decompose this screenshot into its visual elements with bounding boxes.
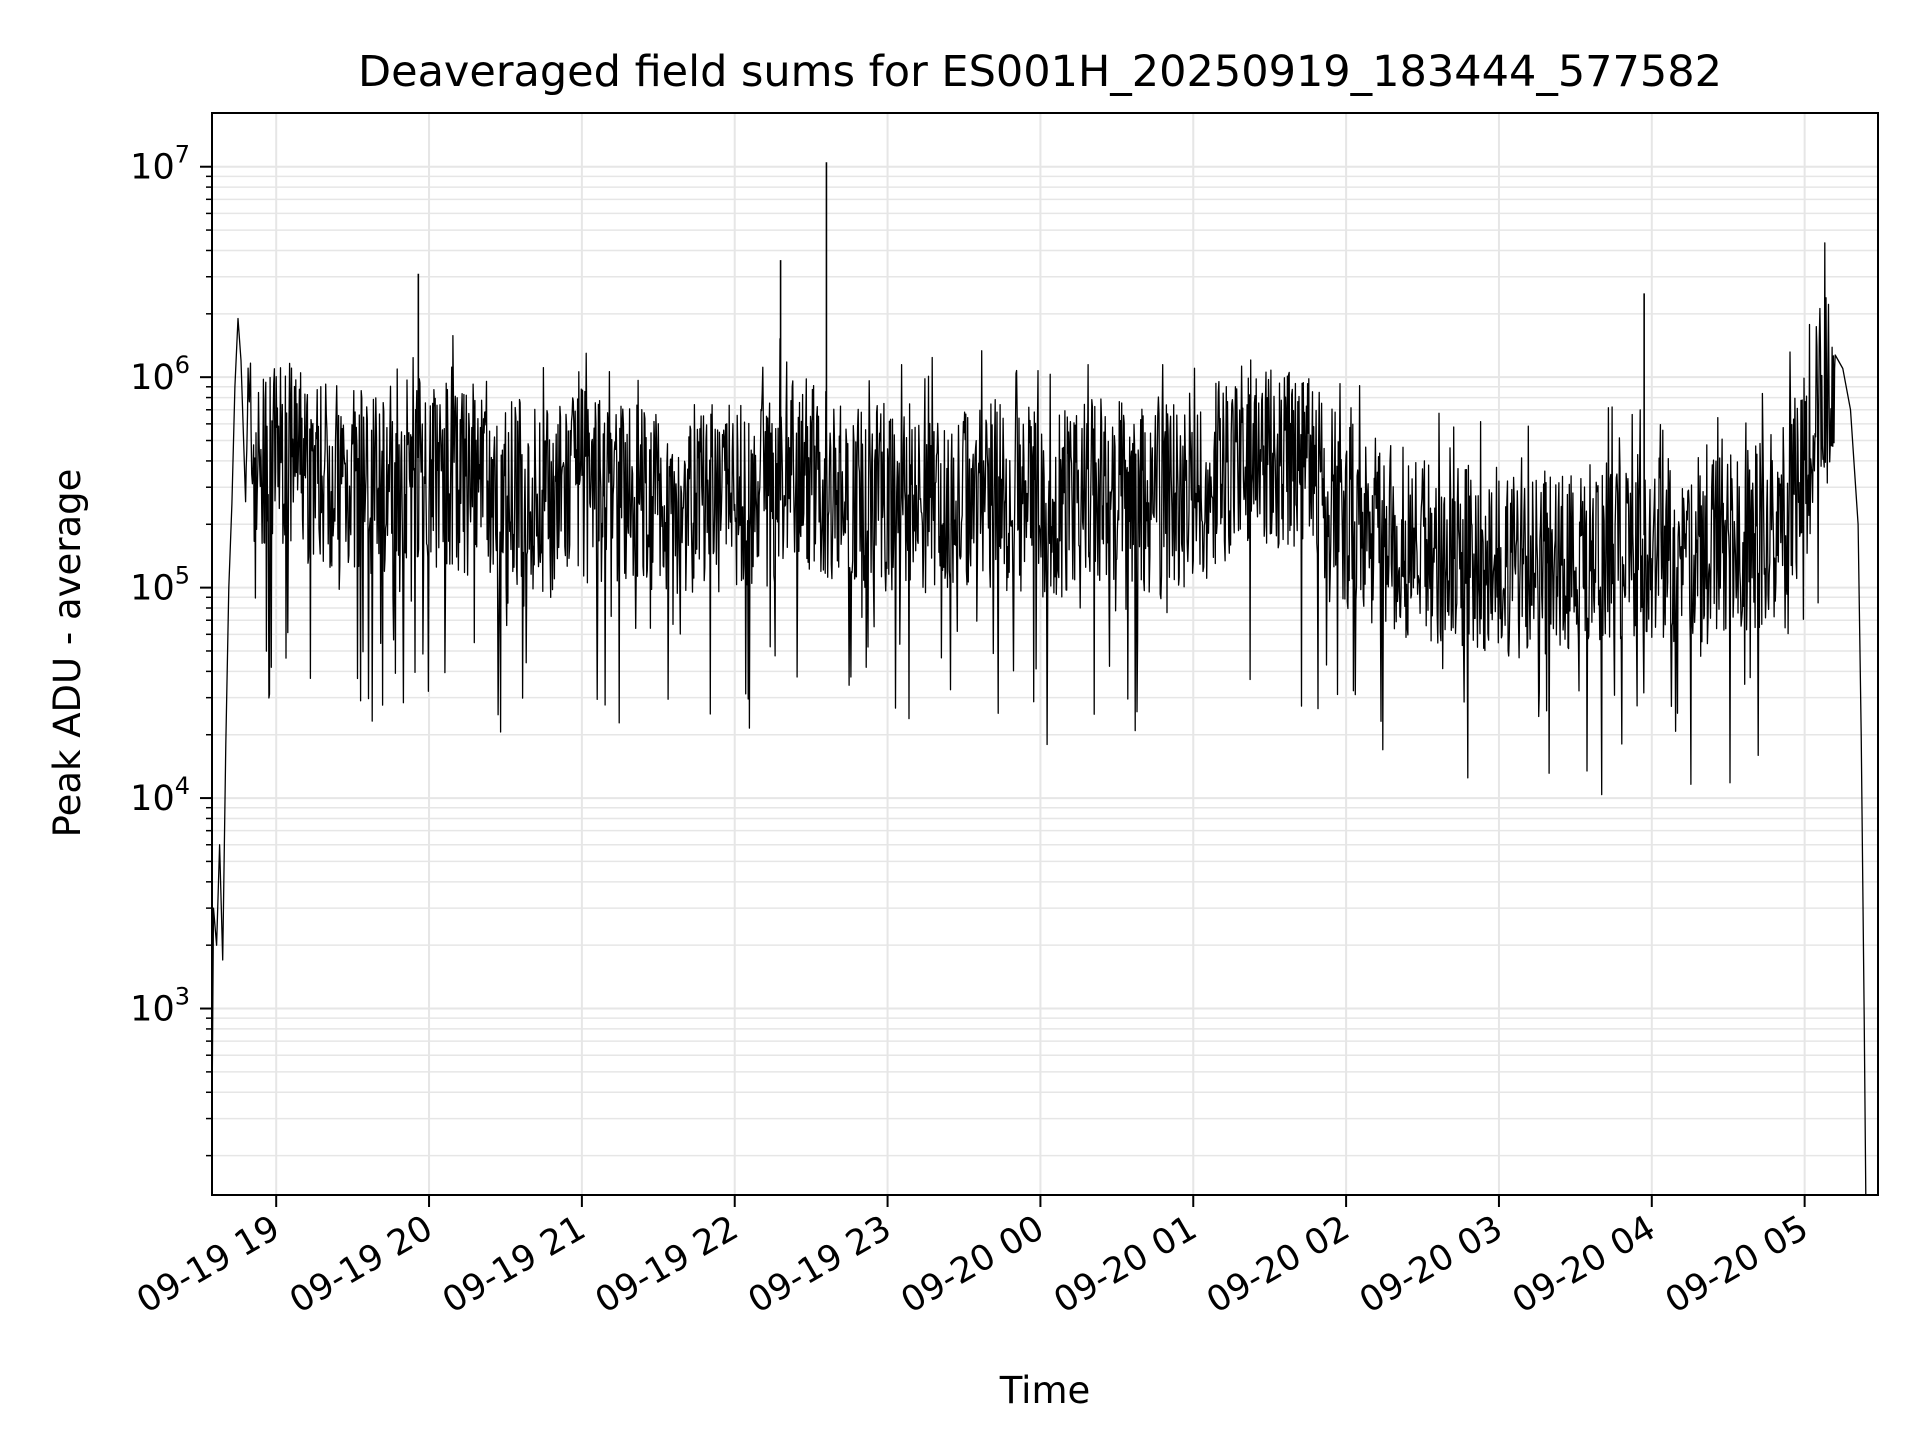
data-series [211, 162, 1867, 1196]
y-tick-base: 10 [130, 990, 175, 1030]
y-axis-label: Peak ADU - average [46, 469, 89, 838]
y-tick-base: 10 [130, 569, 175, 609]
y-tick-label: 103 [130, 983, 190, 1030]
y-tick-label: 106 [130, 351, 190, 398]
y-tick-base: 10 [130, 779, 175, 819]
y-tick-exponent: 4 [175, 772, 190, 800]
series-line [211, 242, 1867, 1196]
y-tick-label: 104 [130, 772, 190, 819]
chart-title: Deaveraged field sums for ES001H_2025091… [358, 47, 1722, 97]
y-tick-label: 107 [130, 141, 190, 188]
y-tick-exponent: 6 [175, 351, 190, 379]
y-tick-label: 105 [130, 562, 190, 609]
y-tick-exponent: 3 [175, 983, 190, 1011]
y-tick-exponent: 5 [175, 562, 190, 590]
plot-frame [211, 112, 1879, 1196]
y-tick-base: 10 [130, 148, 175, 188]
y-tick-base: 10 [130, 358, 175, 398]
x-axis-label: Time [999, 1369, 1091, 1412]
y-tick-exponent: 7 [175, 141, 190, 169]
